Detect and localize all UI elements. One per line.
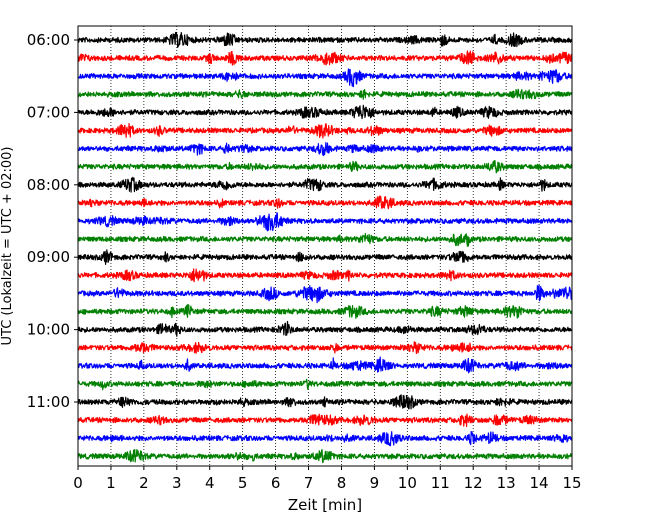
x-tick-label: 14 bbox=[530, 474, 549, 492]
trace-line bbox=[77, 176, 573, 193]
trace-line bbox=[77, 320, 573, 337]
x-tick-label: 3 bbox=[172, 474, 182, 492]
x-axis-title: Zeit [min] bbox=[288, 496, 362, 514]
trace-line bbox=[77, 232, 573, 247]
x-axis-ticks: 0 1 2 3 4 5 6 7 8 9 10 11 12 13 14 15 bbox=[73, 466, 582, 492]
x-tick-label: 0 bbox=[73, 474, 83, 492]
x-tick-label: 1 bbox=[106, 474, 116, 492]
y-tick-label: 06:00 bbox=[27, 31, 70, 49]
vertical-grid bbox=[110, 26, 540, 466]
trace-line bbox=[77, 431, 573, 447]
y-axis-title: UTC (Lokalzeit = UTC + 02:00) bbox=[0, 147, 15, 346]
trace-line bbox=[77, 68, 573, 88]
trace-line bbox=[77, 356, 573, 374]
trace-line bbox=[77, 104, 573, 120]
trace-line bbox=[77, 249, 573, 265]
trace-line bbox=[77, 195, 573, 210]
trace-line bbox=[77, 212, 573, 232]
trace-line bbox=[77, 141, 573, 157]
trace-line bbox=[77, 341, 573, 355]
plot-background bbox=[78, 26, 572, 466]
y-tick-label: 09:00 bbox=[27, 248, 70, 266]
x-tick-label: 2 bbox=[139, 474, 149, 492]
x-tick-label: 13 bbox=[497, 474, 516, 492]
trace-line bbox=[77, 160, 573, 174]
trace-line bbox=[77, 31, 573, 48]
x-tick-label: 7 bbox=[304, 474, 314, 492]
y-axis-ticks: 06:00 07:00 08:00 09:00 10:00 11:00 bbox=[27, 31, 78, 411]
trace-line bbox=[77, 394, 573, 410]
x-tick-label: 8 bbox=[337, 474, 347, 492]
x-tick-label: 5 bbox=[238, 474, 248, 492]
trace-line bbox=[77, 122, 573, 139]
trace-line bbox=[77, 413, 573, 428]
trace-line bbox=[77, 378, 573, 391]
x-tick-label: 9 bbox=[370, 474, 380, 492]
trace-line bbox=[77, 284, 573, 304]
trace-line bbox=[77, 50, 573, 66]
x-tick-label: 4 bbox=[205, 474, 215, 492]
x-tick-label: 12 bbox=[464, 474, 483, 492]
trace-line bbox=[77, 268, 573, 283]
seismic-traces bbox=[77, 31, 573, 464]
x-tick-label: 15 bbox=[562, 474, 581, 492]
trace-line bbox=[77, 88, 573, 100]
y-tick-label: 08:00 bbox=[27, 176, 70, 194]
y-tick-label: 11:00 bbox=[27, 393, 70, 411]
trace-line bbox=[77, 303, 573, 319]
y-tick-label: 10:00 bbox=[27, 321, 70, 339]
plot-frame bbox=[77, 25, 573, 467]
x-tick-label: 11 bbox=[431, 474, 450, 492]
x-tick-label: 6 bbox=[271, 474, 281, 492]
trace-line bbox=[77, 448, 573, 464]
x-tick-label: 10 bbox=[398, 474, 417, 492]
y-tick-label: 07:00 bbox=[27, 103, 70, 121]
